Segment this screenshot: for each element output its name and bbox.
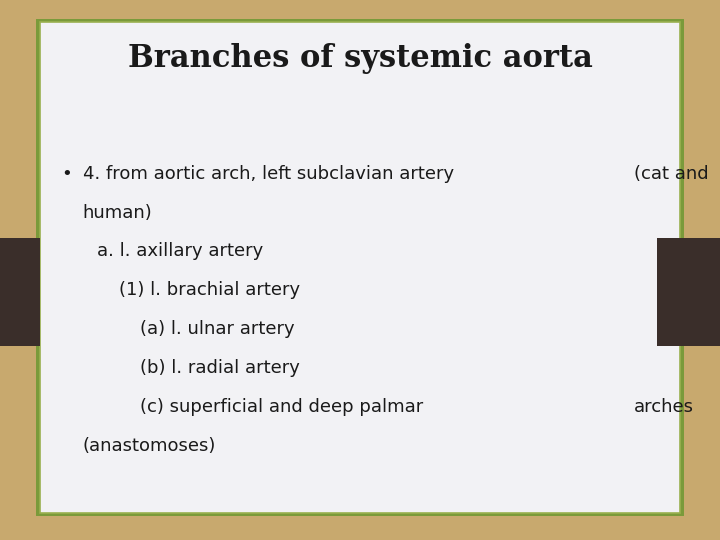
Text: 4. from aortic arch, left subclavian artery: 4. from aortic arch, left subclavian art… [83, 165, 454, 183]
Text: arches: arches [634, 398, 693, 416]
Text: (1) l. brachial artery: (1) l. brachial artery [119, 281, 300, 299]
Text: (b) l. radial artery: (b) l. radial artery [140, 359, 300, 377]
Text: Branches of systemic aorta: Branches of systemic aorta [127, 43, 593, 74]
Text: (anastomoses): (anastomoses) [83, 437, 216, 455]
Text: (cat and: (cat and [634, 165, 708, 183]
Text: (a) l. ulnar artery: (a) l. ulnar artery [140, 320, 295, 338]
FancyBboxPatch shape [40, 22, 680, 513]
FancyBboxPatch shape [36, 19, 684, 516]
Bar [0, 238, 40, 346]
Text: •: • [61, 165, 72, 183]
Text: (c) superficial and deep palmar: (c) superficial and deep palmar [140, 398, 423, 416]
Bar [657, 238, 720, 346]
Text: a. l. axillary artery: a. l. axillary artery [97, 242, 264, 260]
Text: human): human) [83, 204, 153, 221]
